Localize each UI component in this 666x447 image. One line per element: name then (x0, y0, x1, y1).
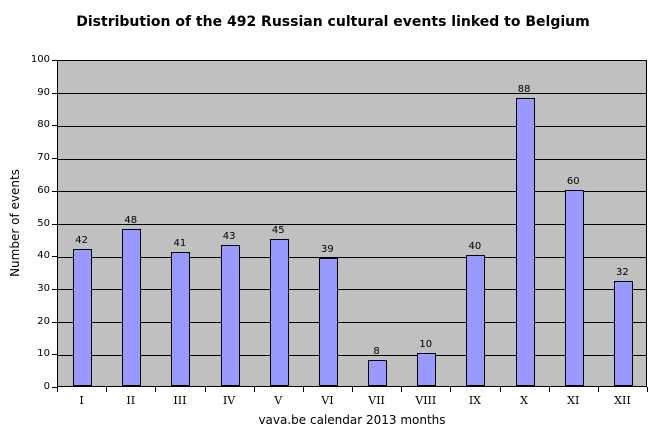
bar-month-III (171, 252, 191, 386)
bar-value-label: 39 (321, 244, 334, 255)
y-axis-tick (52, 387, 57, 388)
y-tick-label: 90 (37, 86, 50, 98)
y-axis-tick (52, 190, 57, 192)
x-tick-label: I (79, 394, 84, 407)
bar-month-I (73, 249, 93, 386)
bar-month-IX (466, 255, 486, 386)
y-axis-tick (52, 92, 57, 94)
x-tick-label: II (126, 394, 136, 407)
y-tick-label: 0 (43, 381, 50, 392)
x-axis-tick (401, 387, 403, 392)
bar-value-label: 8 (373, 346, 380, 357)
y-tick-label: 50 (37, 217, 50, 229)
y-tick-label: 10 (37, 348, 50, 360)
bar-month-II (122, 229, 142, 386)
x-axis-tick (57, 387, 58, 392)
y-axis-tick (52, 354, 57, 356)
gridline (58, 191, 646, 193)
x-axis-tick (548, 387, 550, 392)
bar-month-VII (368, 360, 388, 386)
gridline (58, 256, 646, 258)
gridline (58, 224, 646, 225)
plot-area (57, 60, 647, 387)
bar-month-IV (220, 245, 240, 386)
x-axis-tick (352, 387, 353, 392)
bar-month-XII (613, 281, 633, 386)
x-axis-tick (450, 387, 452, 392)
bar-month-XI (564, 190, 584, 386)
x-tick-label: V (274, 394, 283, 407)
y-tick-label: 20 (37, 315, 50, 327)
bar-value-label: 41 (173, 238, 187, 249)
y-tick-label: 40 (37, 250, 50, 262)
bar-value-label: 60 (566, 176, 580, 187)
x-axis-tick (155, 387, 157, 392)
x-axis-tick (647, 387, 648, 392)
gridline (58, 93, 646, 95)
bar-value-label: 42 (75, 235, 88, 246)
y-axis-tick (52, 60, 57, 61)
y-axis-tick (52, 158, 57, 160)
x-tick-label: VII (368, 394, 385, 407)
y-axis-tick (52, 125, 57, 127)
x-tick-label: IV (222, 394, 236, 407)
x-tick-label: VIII (415, 394, 437, 407)
chart-title: Distribution of the 492 Russian cultural… (76, 14, 590, 30)
x-axis-tick (106, 387, 108, 392)
bar-value-label: 45 (271, 225, 285, 236)
bar-month-VIII (417, 353, 437, 386)
x-tick-label: X (520, 394, 528, 407)
y-tick-label: 60 (37, 184, 50, 196)
gridline (58, 125, 646, 127)
bar-month-X (515, 98, 535, 386)
gridline (58, 322, 646, 324)
bar-month-V (269, 239, 289, 386)
x-axis-tick (302, 387, 304, 392)
x-axis-title: vava.be calendar 2013 months (258, 413, 446, 427)
x-axis-tick (253, 387, 255, 392)
x-tick-label: III (173, 394, 187, 407)
y-tick-label: 30 (37, 282, 50, 294)
bar-month-VI (318, 258, 338, 386)
y-tick-label: 80 (37, 119, 50, 131)
x-tick-label: XII (614, 394, 631, 407)
bar-value-label: 43 (222, 231, 236, 242)
y-axis-tick (52, 288, 57, 290)
x-axis-tick (499, 387, 501, 392)
gridline (58, 158, 646, 160)
x-axis-tick (597, 387, 599, 392)
y-axis-tick (52, 256, 57, 258)
x-tick-label: IX (468, 394, 481, 407)
bar-value-label: 10 (419, 339, 433, 350)
y-axis-tick (52, 321, 57, 323)
y-tick-label: 100 (30, 54, 50, 65)
x-tick-label: VI (321, 394, 334, 407)
y-tick-label: 70 (37, 152, 50, 164)
x-tick-label: XI (567, 394, 580, 407)
x-axis-tick (204, 387, 206, 392)
bar-value-label: 32 (616, 267, 629, 278)
bar-value-label: 48 (124, 215, 138, 226)
bar-value-label: 88 (517, 84, 531, 95)
gridline (58, 289, 646, 291)
y-axis-tick (52, 223, 57, 225)
bar-value-label: 40 (468, 241, 482, 252)
gridline (58, 354, 646, 356)
